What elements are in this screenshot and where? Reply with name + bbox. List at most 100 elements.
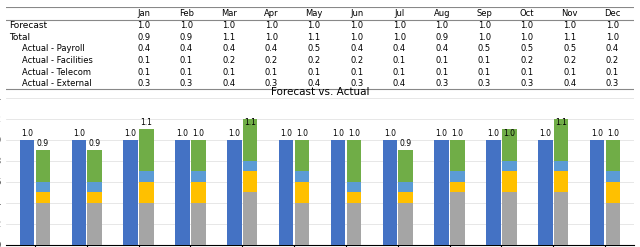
Text: 0.2: 0.2 bbox=[222, 56, 236, 65]
Bar bbox=[20, 140, 34, 245]
Text: 1.0: 1.0 bbox=[280, 129, 292, 138]
Text: 1.0: 1.0 bbox=[393, 33, 406, 42]
Bar bbox=[243, 119, 257, 161]
Title: Forecast vs. Actual: Forecast vs. Actual bbox=[271, 87, 369, 97]
Bar bbox=[538, 140, 552, 245]
Bar bbox=[451, 192, 465, 245]
Bar bbox=[554, 161, 568, 171]
Text: 0.1: 0.1 bbox=[265, 68, 278, 77]
Bar bbox=[502, 161, 516, 171]
Text: 1.0: 1.0 bbox=[607, 129, 619, 138]
Text: 0.4: 0.4 bbox=[137, 44, 150, 53]
Text: 0.2: 0.2 bbox=[308, 56, 321, 65]
Bar bbox=[243, 192, 257, 245]
Bar bbox=[590, 140, 604, 245]
Text: 1.0: 1.0 bbox=[137, 21, 150, 30]
Text: 1.0: 1.0 bbox=[478, 21, 491, 30]
Bar bbox=[383, 140, 397, 245]
Bar bbox=[435, 140, 449, 245]
Bar bbox=[36, 182, 50, 192]
Bar bbox=[140, 203, 154, 245]
Bar bbox=[606, 140, 620, 171]
Text: 0.1: 0.1 bbox=[605, 68, 619, 77]
Text: 1.0: 1.0 bbox=[605, 33, 619, 42]
Text: 1.0: 1.0 bbox=[350, 21, 364, 30]
Text: 1.0: 1.0 bbox=[265, 21, 278, 30]
Bar bbox=[347, 140, 361, 182]
Text: Oct: Oct bbox=[520, 9, 534, 18]
Bar bbox=[191, 182, 205, 203]
Bar bbox=[399, 182, 413, 192]
Text: 0.4: 0.4 bbox=[563, 80, 576, 88]
Text: 0.4: 0.4 bbox=[350, 44, 364, 53]
Text: 1.1: 1.1 bbox=[308, 33, 321, 42]
Text: 1.0: 1.0 bbox=[436, 129, 447, 138]
Bar bbox=[399, 150, 413, 182]
Text: 0.4: 0.4 bbox=[435, 44, 449, 53]
Text: 0.9: 0.9 bbox=[399, 140, 412, 148]
Text: 0.9: 0.9 bbox=[89, 140, 100, 148]
Text: 1.0: 1.0 bbox=[308, 21, 321, 30]
Text: Apr: Apr bbox=[264, 9, 279, 18]
Text: 1.1: 1.1 bbox=[244, 119, 256, 127]
Text: 0.1: 0.1 bbox=[435, 56, 449, 65]
Text: 1.0: 1.0 bbox=[488, 129, 499, 138]
Text: 1.0: 1.0 bbox=[540, 129, 551, 138]
Bar bbox=[347, 203, 361, 245]
Text: 0.1: 0.1 bbox=[393, 56, 406, 65]
Text: 1.1: 1.1 bbox=[563, 33, 576, 42]
Text: 0.3: 0.3 bbox=[350, 80, 364, 88]
Text: 0.2: 0.2 bbox=[605, 56, 619, 65]
Bar bbox=[36, 203, 50, 245]
Text: Sep: Sep bbox=[477, 9, 492, 18]
Text: 0.1: 0.1 bbox=[435, 68, 449, 77]
Text: 0.5: 0.5 bbox=[478, 44, 491, 53]
Text: 0.1: 0.1 bbox=[563, 68, 576, 77]
Text: Feb: Feb bbox=[179, 9, 194, 18]
Bar bbox=[36, 150, 50, 182]
Text: 1.0: 1.0 bbox=[177, 129, 188, 138]
Text: 0.5: 0.5 bbox=[520, 44, 534, 53]
Bar bbox=[243, 171, 257, 192]
Bar bbox=[554, 171, 568, 192]
Text: 0.1: 0.1 bbox=[180, 56, 193, 65]
Text: May: May bbox=[305, 9, 323, 18]
Text: 1.0: 1.0 bbox=[296, 129, 308, 138]
Text: 0.4: 0.4 bbox=[265, 44, 278, 53]
Text: 0.4: 0.4 bbox=[393, 44, 406, 53]
Text: Actual - External: Actual - External bbox=[22, 80, 92, 88]
Bar bbox=[295, 203, 309, 245]
Text: 1.0: 1.0 bbox=[332, 129, 344, 138]
Bar bbox=[606, 171, 620, 182]
Bar bbox=[191, 171, 205, 182]
Bar bbox=[175, 140, 189, 245]
Bar bbox=[191, 203, 205, 245]
Text: Dec: Dec bbox=[604, 9, 621, 18]
Text: 0.1: 0.1 bbox=[137, 68, 150, 77]
Text: Jun: Jun bbox=[350, 9, 364, 18]
Text: Aug: Aug bbox=[434, 9, 450, 18]
Text: 0.3: 0.3 bbox=[478, 80, 491, 88]
Bar bbox=[606, 182, 620, 203]
Bar bbox=[502, 129, 516, 161]
Text: 1.1: 1.1 bbox=[556, 119, 567, 127]
Text: 1.0: 1.0 bbox=[563, 21, 576, 30]
Bar bbox=[399, 203, 413, 245]
Text: 1.0: 1.0 bbox=[125, 129, 136, 138]
Bar bbox=[227, 140, 241, 245]
Text: Actual - Payroll: Actual - Payroll bbox=[22, 44, 85, 53]
Text: 1.0: 1.0 bbox=[348, 129, 360, 138]
Bar bbox=[451, 140, 465, 171]
Bar bbox=[399, 192, 413, 203]
Text: 1.0: 1.0 bbox=[605, 21, 619, 30]
Text: Jul: Jul bbox=[394, 9, 404, 18]
Text: 0.1: 0.1 bbox=[520, 68, 534, 77]
Text: 1.0: 1.0 bbox=[228, 129, 240, 138]
Bar bbox=[451, 182, 465, 192]
Text: Actual - Telecom: Actual - Telecom bbox=[22, 68, 91, 77]
Text: 0.9: 0.9 bbox=[180, 33, 193, 42]
Text: 1.0: 1.0 bbox=[504, 129, 515, 138]
Text: 1.0: 1.0 bbox=[193, 129, 204, 138]
Text: 0.2: 0.2 bbox=[265, 56, 278, 65]
Text: 0.3: 0.3 bbox=[180, 80, 193, 88]
